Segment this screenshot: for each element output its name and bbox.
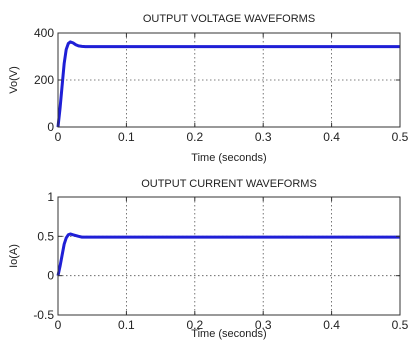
chart-2-x-tick-label: 0.2 [186, 318, 203, 332]
chart-1-x-tick-label: 0.1 [118, 130, 135, 144]
chart-2-axes-frame [57, 196, 401, 316]
chart-2-y-tick-label: 1 [47, 190, 54, 204]
chart-1-x-tick-label: 0 [55, 130, 62, 144]
chart-1-y-tick-label: 400 [34, 26, 54, 40]
chart-1-title: OUTPUT VOLTAGE WAVEFORMS [143, 13, 315, 25]
chart-1-y-tick-label: 200 [34, 73, 54, 87]
chart-1-x-axis-label: Time (seconds) [191, 152, 266, 164]
chart-2-title: OUTPUT CURRENT WAVEFORMS [141, 178, 317, 190]
chart-2-x-tick-label: 0.3 [255, 318, 272, 332]
chart-1-x-tick-label: 0.5 [392, 130, 409, 144]
chart-2-x-tick-label: 0 [55, 318, 62, 332]
chart-2-x-tick-label: 0.1 [118, 318, 135, 332]
chart-1-y-tick-label: 0 [47, 120, 54, 134]
chart-1-x-tick-label: 0.2 [186, 130, 203, 144]
chart-2-series-1-line [56, 232, 400, 276]
chart-2-y-tick-label: 0 [47, 269, 54, 283]
chart-2-plot-area [58, 197, 400, 315]
chart-1-y-axis-label: Vo(V) [8, 66, 20, 94]
chart-2-y-tick-label: -0.5 [33, 308, 54, 322]
chart-2-x-tick-label: 0.5 [392, 318, 409, 332]
chart-1-series-1-line [56, 40, 400, 128]
chart-1: 0 0.1 0.2 0.3 0.4 0.5 0 200 400 OUTPUT VOLTAGE WA… [8, 13, 409, 164]
chart-2-y-tick-label: 0.5 [37, 229, 54, 243]
chart-1-x-tick-label: 0.4 [323, 130, 340, 144]
chart-2-x-axis-label: Time (seconds) [191, 328, 266, 340]
chart-1-x-tick-label: 0.3 [255, 130, 272, 144]
chart-2-y-axis-label: Io(A) [8, 244, 20, 268]
chart-2-x-tick-label: 0.4 [323, 318, 340, 332]
